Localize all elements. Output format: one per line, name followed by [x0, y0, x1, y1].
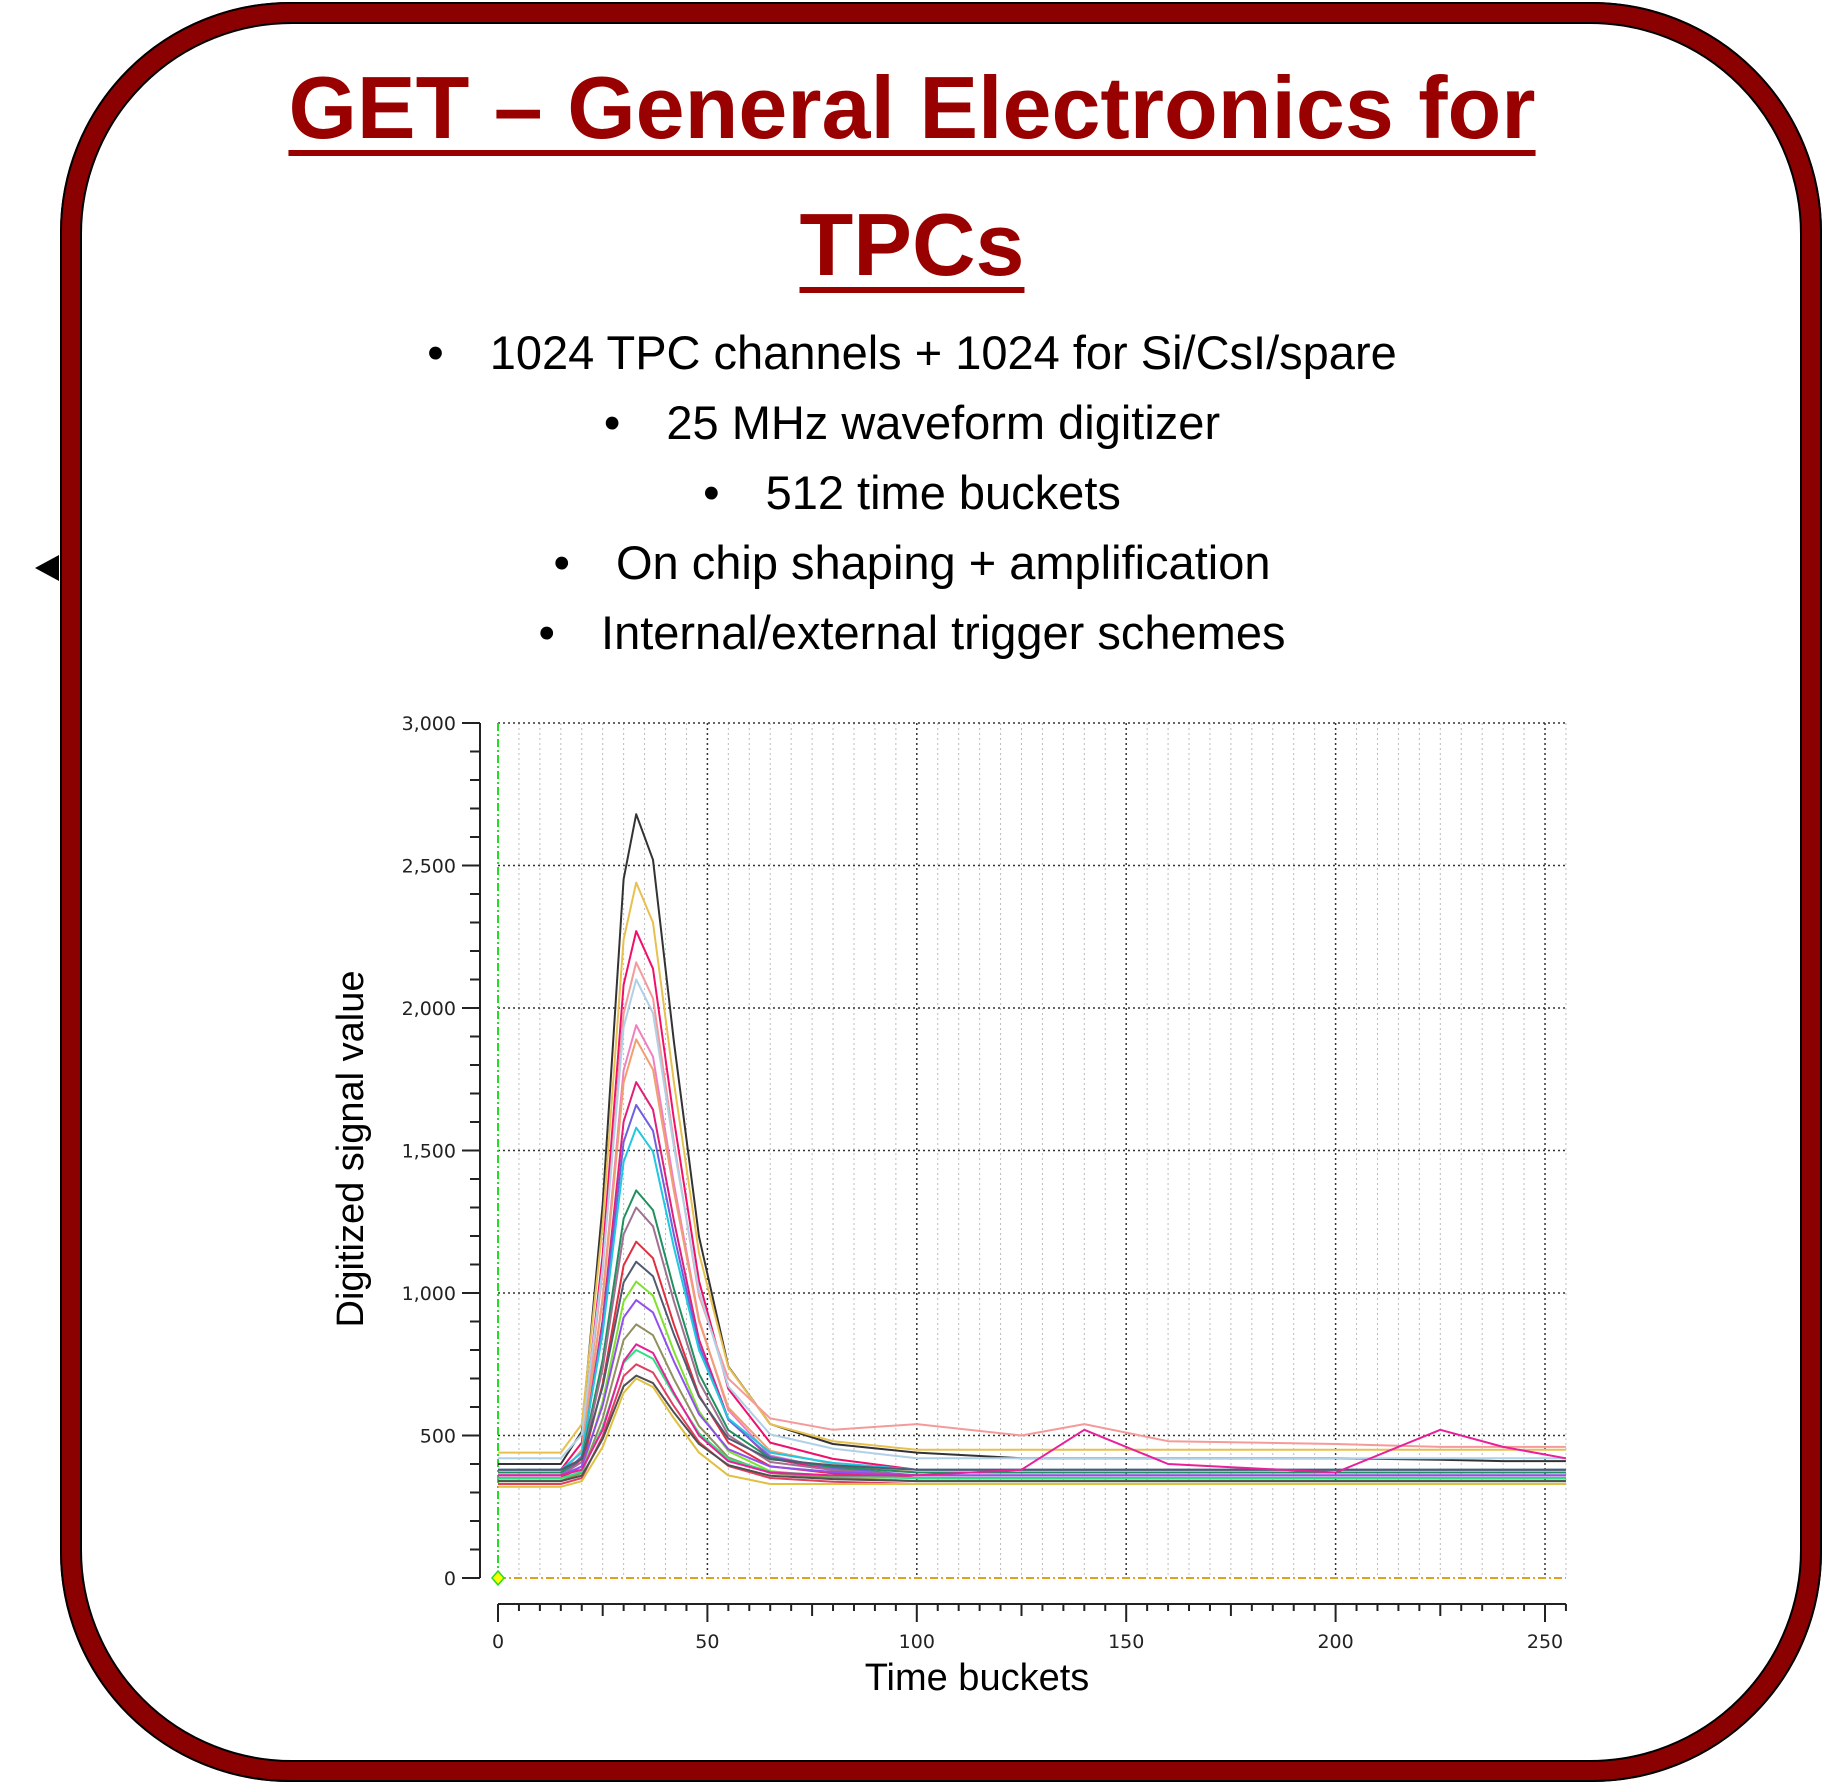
title-line-1: GET – General Electronics for [0, 58, 1824, 158]
y-tick-label: 2,000 [402, 998, 456, 1020]
series-line-2 [498, 881, 1566, 1454]
origin-marker-icon [491, 1569, 505, 1587]
title-text-2: TPCs [799, 195, 1025, 294]
list-item: • 512 time buckets [0, 458, 1824, 528]
bullet-icon: • [427, 326, 444, 379]
bullet-text: 512 time buckets [765, 466, 1121, 519]
bullet-icon: • [538, 606, 556, 659]
series-line-22 [498, 1343, 1567, 1477]
y-tick-label: 0 [444, 1568, 456, 1590]
bullet-text: On chip shaping + amplification [616, 536, 1271, 589]
series-line-10 [498, 1126, 1566, 1471]
series-line-21 [498, 1377, 1566, 1488]
title-text-1: GET – General Electronics for [288, 58, 1536, 157]
bullet-icon: • [603, 396, 621, 449]
series-line-8 [498, 1081, 1566, 1480]
x-tick-label: 250 [1527, 1631, 1563, 1653]
series-line-14 [498, 1260, 1566, 1471]
series-line-4 [498, 961, 1566, 1477]
y-tick-label: 500 [420, 1426, 456, 1448]
feature-list: • 1024 TPC channels + 1024 for Si/CsI/spa… [0, 318, 1824, 668]
series-line-19 [498, 1363, 1566, 1485]
series-line-5 [498, 978, 1566, 1460]
x-tick-label: 200 [1317, 1631, 1353, 1653]
list-item: • 25 MHz waveform digitizer [0, 388, 1824, 458]
bullet-icon: • [553, 536, 570, 589]
bullet-text: 25 MHz waveform digitizer [666, 396, 1221, 449]
y-tick-label: 1,500 [402, 1141, 456, 1163]
series-line-13 [498, 1240, 1566, 1480]
y-tick-label: 2,500 [402, 856, 456, 878]
series-line-7 [498, 1038, 1566, 1474]
waveform-chart: 0 500 1,000 1,500 2,000 2,500 3,000 0 50 100 150 20… [330, 713, 1567, 1699]
slide-frame [60, 2, 1822, 1782]
list-item: • Internal/external trigger schemes [0, 598, 1824, 668]
x-tick-label: 50 [695, 1631, 719, 1653]
y-tick-label: 1,000 [402, 1283, 456, 1305]
title-line-2: TPCs [0, 195, 1824, 295]
series-line-20 [498, 1374, 1566, 1483]
y-tick-label: 3,000 [402, 713, 456, 735]
list-item: • On chip shaping + amplification [0, 528, 1824, 598]
series-line-11 [498, 1189, 1566, 1474]
bullet-text: 1024 TPC channels + 1024 for Si/CsI/spar… [489, 326, 1397, 379]
x-tick-label: 100 [899, 1631, 935, 1653]
list-item: • 1024 TPC channels + 1024 for Si/CsI/spa… [0, 318, 1824, 388]
axes: 0 500 1,000 1,500 2,000 2,500 3,000 0 50 100 150 20… [402, 713, 1567, 1653]
series-lines [498, 813, 1567, 1488]
x-axis-label: Time buckets [865, 1657, 1090, 1699]
x-tick-label: 0 [492, 1631, 504, 1653]
series-line-16 [498, 1299, 1566, 1477]
grid [491, 722, 1567, 1587]
series-line-6 [498, 1024, 1566, 1480]
x-tick-label: 150 [1108, 1631, 1144, 1653]
y-axis-label: Digitized signal value [330, 971, 372, 1328]
callout-pointer-icon [35, 555, 59, 581]
bullet-icon: • [703, 466, 720, 519]
bullet-text: Internal/external trigger schemes [601, 606, 1286, 659]
